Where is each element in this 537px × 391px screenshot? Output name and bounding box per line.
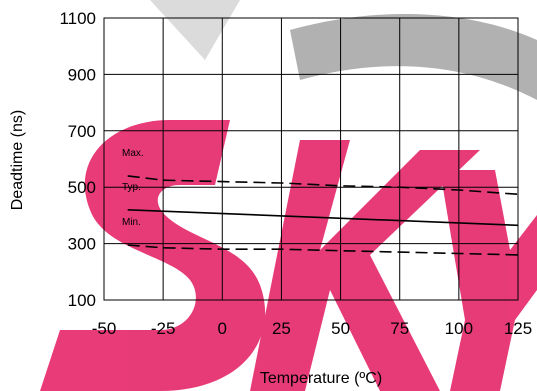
y-tick-label: 300	[68, 235, 96, 254]
series-label-min: Min.	[122, 217, 141, 228]
watermark-logo	[40, 0, 537, 391]
series-label-typ: Typ.	[122, 182, 141, 193]
watermark-letter-y	[440, 170, 537, 391]
series-line-typ	[127, 209, 519, 227]
x-tick-label: 125	[504, 319, 532, 338]
x-tick-label: 100	[445, 319, 473, 338]
y-tick-label: 900	[68, 65, 96, 84]
plot-area-frame	[103, 17, 519, 301]
x-tick-label: 0	[218, 319, 227, 338]
watermark-letter-k	[250, 140, 480, 391]
watermark-gray-arc	[290, 13, 537, 100]
series-labels: Max. Typ. Min.	[122, 148, 144, 228]
x-tick-label: -50	[92, 319, 117, 338]
x-axis-title: Temperature (ºC)	[260, 370, 382, 387]
series-lines	[127, 175, 519, 256]
x-tick-label: 25	[272, 319, 291, 338]
y-tick-label: 1100	[59, 9, 96, 28]
y-tick-label: 100	[68, 291, 96, 310]
y-axis-title: Deadtime (ns)	[9, 110, 26, 210]
watermark-letter-s	[40, 120, 266, 391]
series-label-max: Max.	[122, 148, 144, 159]
x-tick-label: 50	[331, 319, 350, 338]
series-line-max	[127, 175, 519, 196]
y-tick-label: 700	[68, 122, 96, 141]
x-tick-labels: -50 -25 0 25 50 75 100 125	[92, 319, 532, 338]
watermark-gray-shard	[150, 0, 240, 60]
watermark-red-letters	[40, 120, 537, 391]
y-tick-label: 500	[68, 178, 96, 197]
series-line-min	[127, 244, 519, 256]
y-tick-labels: 100 300 500 700 900 1100	[59, 9, 96, 310]
x-tick-label: 75	[390, 319, 409, 338]
x-tick-label: -25	[151, 319, 176, 338]
